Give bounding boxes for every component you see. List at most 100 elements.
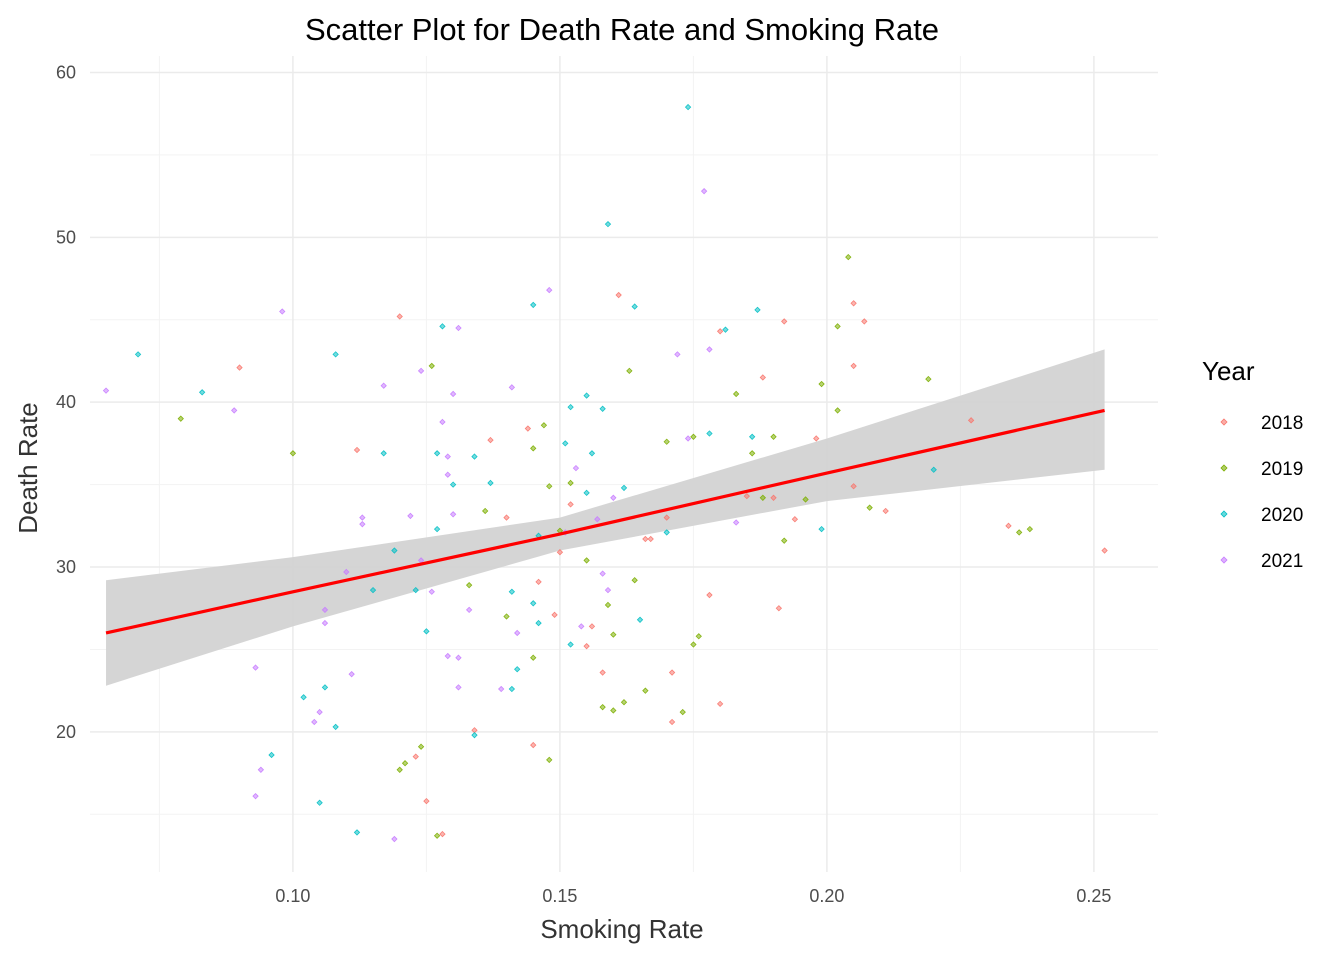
data-point (433, 832, 441, 839)
data-point (252, 664, 259, 671)
data-point (572, 464, 580, 472)
data-point (439, 323, 446, 330)
data-point (642, 535, 649, 543)
data-point (642, 687, 649, 694)
data-point (791, 516, 799, 523)
data-point (631, 577, 638, 584)
data-point (530, 445, 537, 452)
data-point (508, 685, 516, 693)
x-tick-label: 0.20 (809, 886, 844, 906)
data-point (567, 479, 574, 487)
legend-item-2018: 2018 (1220, 413, 1303, 434)
data-point (663, 514, 670, 521)
data-point (465, 606, 473, 614)
data-point (257, 766, 265, 773)
x-axis-label: Smoking Rate (540, 914, 703, 944)
data-point (487, 436, 494, 444)
data-point (743, 492, 750, 500)
data-point (503, 514, 510, 521)
x-tick-label: 0.25 (1076, 886, 1111, 906)
data-point (444, 453, 451, 460)
data-point (802, 496, 809, 503)
data-point (407, 512, 414, 520)
data-point (626, 367, 633, 375)
data-point (861, 318, 868, 325)
y-tick-label: 20 (56, 722, 76, 742)
data-point (380, 382, 387, 389)
data-point (930, 466, 937, 473)
data-point (620, 484, 628, 492)
data-point (775, 605, 783, 612)
data-point (690, 641, 697, 648)
data-point (428, 362, 435, 370)
y-tick-label: 40 (56, 392, 76, 412)
data-point (343, 568, 350, 576)
legend-key (1220, 418, 1228, 426)
legend-label: 2018 (1261, 413, 1303, 434)
data-point (540, 422, 548, 429)
data-point (925, 375, 932, 383)
data-point (620, 699, 628, 706)
data-point (684, 435, 692, 442)
data-point (588, 623, 596, 630)
data-point (834, 407, 841, 414)
data-point (604, 601, 612, 609)
data-point (583, 642, 590, 650)
data-point (668, 669, 676, 676)
data-point (1005, 522, 1012, 529)
data-point (716, 700, 724, 708)
data-point (818, 525, 825, 533)
data-point (567, 403, 574, 411)
data-point (647, 535, 654, 543)
data-point (663, 529, 670, 536)
chart-title: Scatter Plot for Death Rate and Smoking … (305, 12, 939, 47)
data-point (332, 351, 339, 358)
data-point (604, 586, 612, 594)
data-point (449, 511, 457, 518)
data-point (423, 628, 430, 635)
data-point (706, 430, 713, 437)
data-point (1015, 529, 1023, 536)
data-point (396, 313, 403, 320)
data-point (359, 521, 366, 528)
data-point (583, 557, 590, 564)
data-point (134, 351, 142, 358)
x-tick-label: 0.15 (542, 886, 577, 906)
data-point (401, 760, 409, 767)
data-point (754, 306, 761, 314)
data-point (321, 606, 329, 614)
data-point (700, 188, 708, 195)
y-axis-label: Death Rate (13, 402, 43, 534)
data-point (1026, 525, 1034, 533)
y-tick-label: 30 (56, 557, 76, 577)
data-point (444, 471, 451, 478)
data-point (321, 684, 329, 691)
data-point (508, 588, 516, 595)
data-point (578, 623, 585, 630)
legend-label: 2021 (1261, 551, 1303, 572)
data-point (353, 829, 361, 836)
data-point (546, 286, 553, 294)
data-point (455, 684, 462, 691)
data-point (455, 324, 462, 332)
data-point (556, 549, 564, 556)
data-point (530, 654, 537, 661)
data-point (674, 351, 681, 358)
data-point (369, 586, 377, 594)
data-point (514, 629, 521, 637)
data-point (391, 835, 398, 843)
data-point (316, 799, 323, 806)
data-point (748, 433, 756, 440)
data-point (498, 685, 505, 693)
data-point (268, 751, 275, 759)
data-point (759, 494, 767, 501)
data-point (748, 450, 756, 457)
data-point (583, 489, 590, 497)
trend-line-layer (105, 408, 1105, 635)
data-point (444, 652, 451, 660)
data-point (439, 830, 446, 838)
data-point (546, 483, 553, 490)
data-point (551, 611, 558, 619)
data-point (417, 743, 425, 750)
